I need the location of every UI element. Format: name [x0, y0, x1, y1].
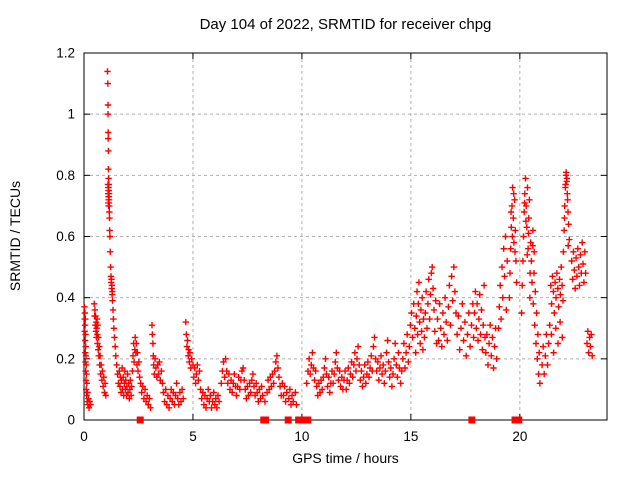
gap-marker-square	[136, 416, 144, 424]
y-tick-labels: 0 0.2 0.4 0.6 0.8 1 1.2	[56, 46, 75, 428]
grid-lines	[84, 53, 607, 420]
x-tick-label: 5	[189, 429, 197, 444]
scatter-points	[81, 68, 596, 411]
y-tick-label: 1.2	[56, 46, 75, 61]
gap-marker-square	[515, 416, 523, 424]
y-tick-label: 1	[67, 107, 75, 122]
x-tick-label: 20	[512, 429, 527, 444]
gap-marker-square	[304, 416, 312, 424]
x-tick-label: 0	[80, 429, 88, 444]
x-tick-label: 15	[403, 429, 418, 444]
gap-marker-square	[468, 416, 476, 424]
x-tick-labels: 0 5 10 15 20	[80, 429, 527, 444]
x-tick-label: 10	[294, 429, 309, 444]
y-tick-label: 0.4	[56, 290, 75, 305]
y-tick-label: 0.6	[56, 229, 75, 244]
chart-title: Day 104 of 2022, SRMTID for receiver chp…	[199, 16, 492, 33]
gap-markers	[136, 416, 523, 424]
y-tick-label: 0.8	[56, 168, 75, 183]
y-tick-label: 0	[67, 413, 75, 428]
y-axis-label: SRMTID / TECUs	[7, 180, 23, 292]
y-tick-label: 0.2	[56, 351, 75, 366]
plot-border	[83, 52, 608, 421]
x-axis-label: GPS time / hours	[292, 450, 399, 466]
gap-marker-square	[284, 416, 292, 424]
gap-marker-square	[262, 416, 270, 424]
